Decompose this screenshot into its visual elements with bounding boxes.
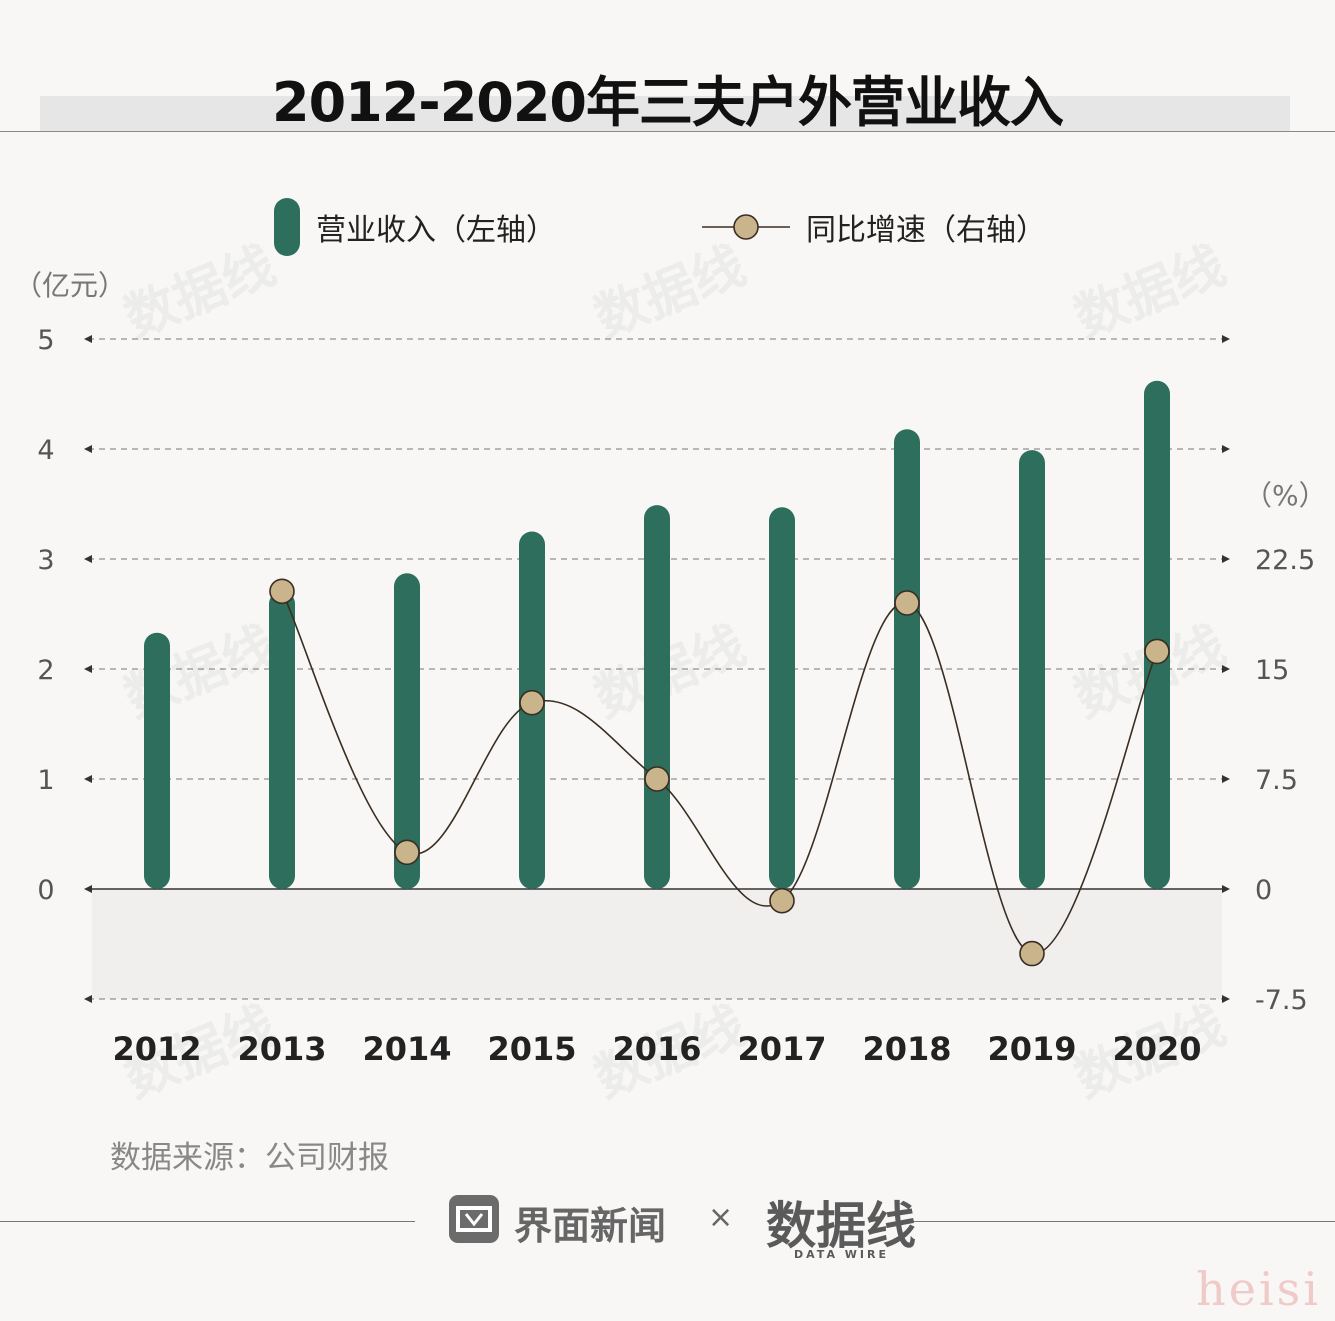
gridline-arrow-right xyxy=(1222,775,1230,783)
gridline-arrow-right xyxy=(1222,445,1230,453)
category-label: 2015 xyxy=(487,1030,576,1068)
growth-marker xyxy=(894,590,920,616)
gridline-arrow-left xyxy=(84,555,92,563)
chart-title: 2012-2020年三夫户外营业收入 xyxy=(272,71,1064,134)
revenue-bar xyxy=(144,632,170,889)
right-tick-label: 15 xyxy=(1255,655,1289,686)
category-label: 2013 xyxy=(237,1030,326,1068)
left-tick-label: 1 xyxy=(37,765,54,796)
revenue-bar xyxy=(769,507,795,889)
left-tick-label: 5 xyxy=(37,325,54,356)
gridline-arrow-left xyxy=(84,665,92,673)
revenue-bar xyxy=(394,573,420,889)
growth-marker xyxy=(394,839,420,866)
left-axis-unit: （亿元） xyxy=(14,269,127,302)
revenue-bar xyxy=(644,505,670,889)
category-label: 2020 xyxy=(1112,1030,1201,1068)
gridline-arrow-left xyxy=(84,885,92,893)
legend-bar-swatch xyxy=(274,198,300,256)
legend-line-label: 同比增速（右轴） xyxy=(806,213,1046,248)
left-tick-label: 4 xyxy=(37,435,54,466)
growth-marker xyxy=(519,689,545,716)
right-tick-label: -7.5 xyxy=(1255,985,1308,1016)
category-label: 2016 xyxy=(612,1030,701,1068)
gridline-arrow-right xyxy=(1222,665,1230,673)
revenue-bar xyxy=(894,429,920,889)
left-tick-label: 3 xyxy=(37,545,54,576)
growth-marker xyxy=(769,887,795,914)
gridline-arrow-right xyxy=(1222,555,1230,563)
growth-marker xyxy=(1019,940,1045,967)
gridline-arrow-left xyxy=(84,775,92,783)
right-tick-label: 22.5 xyxy=(1255,545,1315,576)
growth-marker xyxy=(269,578,295,605)
gridline-arrow-right xyxy=(1222,335,1230,343)
signature: heisi xyxy=(1196,1262,1321,1316)
negative-region-band xyxy=(92,889,1222,999)
brand-datawire: 数据线 xyxy=(766,1197,916,1255)
revenue-bar xyxy=(1144,380,1170,889)
revenue-bar xyxy=(269,590,295,889)
legend-bar-label: 营业收入（左轴） xyxy=(316,213,556,248)
jiemian-logo-icon xyxy=(449,1195,499,1243)
gridline-arrow-right xyxy=(1222,885,1230,893)
revenue-bar xyxy=(1019,450,1045,889)
gridline-arrow-right xyxy=(1222,995,1230,1003)
right-axis-unit: （%） xyxy=(1244,479,1327,512)
footer-rule-left xyxy=(0,1221,415,1222)
times-sign: × xyxy=(708,1200,734,1235)
gridline-arrow-left xyxy=(84,335,92,343)
growth-marker xyxy=(1144,638,1170,665)
left-tick-label: 2 xyxy=(37,655,54,686)
footer-rule-right xyxy=(912,1221,1335,1222)
brand-datawire-sub: DATA WIRE xyxy=(794,1248,889,1261)
category-label: 2019 xyxy=(987,1030,1076,1068)
brand-jiemian: 界面新闻 xyxy=(514,1204,667,1248)
legend-marker-swatch xyxy=(733,214,759,240)
source-note: 数据来源：公司财报 xyxy=(110,1140,389,1176)
gridline-arrow-left xyxy=(84,995,92,1003)
title-band xyxy=(40,96,1290,132)
left-tick-label: 0 xyxy=(37,875,54,906)
category-label: 2014 xyxy=(362,1030,451,1068)
right-tick-label: 7.5 xyxy=(1255,765,1298,796)
category-label: 2017 xyxy=(737,1030,826,1068)
right-tick-label: 0 xyxy=(1255,875,1272,906)
growth-marker xyxy=(644,766,670,792)
category-label: 2012 xyxy=(112,1030,201,1068)
gridline-arrow-left xyxy=(84,445,92,453)
title-rule xyxy=(0,131,1335,132)
category-label: 2018 xyxy=(862,1030,951,1068)
